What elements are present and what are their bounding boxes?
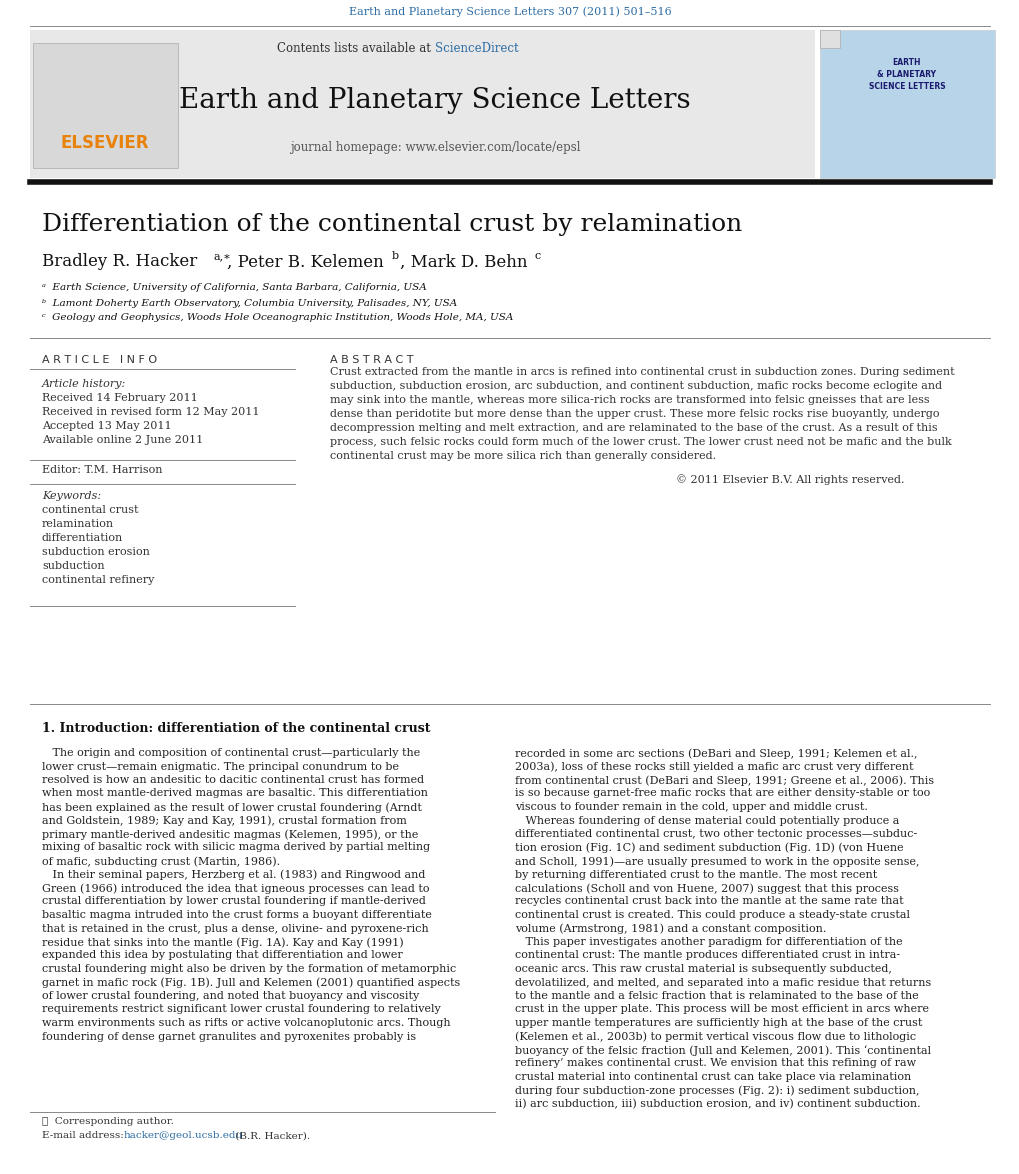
Text: ELSEVIER: ELSEVIER [61, 134, 149, 151]
Text: dense than peridotite but more dense than the upper crust. These more felsic roc: dense than peridotite but more dense tha… [330, 409, 938, 419]
Text: differentiated continental crust, two other tectonic processes—subduc-: differentiated continental crust, two ot… [515, 829, 916, 839]
Text: of lower crustal foundering, and noted that buoyancy and viscosity: of lower crustal foundering, and noted t… [42, 991, 419, 1001]
Text: subduction erosion: subduction erosion [42, 547, 150, 556]
Text: crustal differentiation by lower crustal foundering if mantle-derived: crustal differentiation by lower crustal… [42, 897, 426, 906]
Text: devolatilized, and melted, and separated into a mafic residue that returns: devolatilized, and melted, and separated… [515, 978, 930, 987]
Text: subduction, subduction erosion, arc subduction, and continent subduction, mafic : subduction, subduction erosion, arc subd… [330, 382, 942, 391]
Text: process, such felsic rocks could form much of the lower crust. The lower crust n: process, such felsic rocks could form mu… [330, 437, 951, 447]
Text: from continental crust (DeBari and Sleep, 1991; Greene et al., 2006). This: from continental crust (DeBari and Sleep… [515, 775, 933, 785]
Text: ★  Corresponding author.: ★ Corresponding author. [42, 1118, 173, 1127]
Bar [30, 31, 814, 178]
Text: This paper investigates another paradigm for differentiation of the: This paper investigates another paradigm… [515, 937, 902, 947]
Bar [33, 43, 178, 168]
Text: Crust extracted from the mantle in arcs is refined into continental crust in sub: Crust extracted from the mantle in arcs … [330, 367, 954, 377]
Text: (Kelemen et al., 2003b) to permit vertical viscous flow due to lithologic: (Kelemen et al., 2003b) to permit vertic… [515, 1032, 915, 1043]
Text: when most mantle-derived magmas are basaltic. This differentiation: when most mantle-derived magmas are basa… [42, 789, 428, 798]
Text: Differentiation of the continental crust by relamination: Differentiation of the continental crust… [42, 212, 742, 236]
Text: buoyancy of the felsic fraction (Jull and Kelemen, 2001). This ‘continental: buoyancy of the felsic fraction (Jull an… [515, 1045, 930, 1055]
Text: EARTH
& PLANETARY
SCIENCE LETTERS: EARTH & PLANETARY SCIENCE LETTERS [868, 58, 945, 90]
Text: foundering of dense garnet granulites and pyroxenites probably is: foundering of dense garnet granulites an… [42, 1032, 416, 1041]
Text: mixing of basaltic rock with silicic magma derived by partial melting: mixing of basaltic rock with silicic mag… [42, 843, 430, 852]
Text: E-mail address:: E-mail address: [42, 1132, 127, 1140]
Text: ᵃ  Earth Science, University of California, Santa Barbara, California, USA: ᵃ Earth Science, University of Californi… [42, 283, 426, 292]
Text: oceanic arcs. This raw crustal material is subsequently subducted,: oceanic arcs. This raw crustal material … [515, 964, 891, 974]
Text: decompression melting and melt extraction, and are relaminated to the base of th: decompression melting and melt extractio… [330, 423, 936, 433]
Text: crust in the upper plate. This process will be most efficient in arcs where: crust in the upper plate. This process w… [515, 1005, 928, 1014]
Text: requirements restrict significant lower crustal foundering to relatively: requirements restrict significant lower … [42, 1005, 440, 1014]
Text: to the mantle and a felsic fraction that is relaminated to the base of the: to the mantle and a felsic fraction that… [515, 991, 918, 1001]
Text: c: c [535, 251, 541, 261]
Text: Keywords:: Keywords: [42, 491, 101, 501]
Text: calculations (Scholl and von Huene, 2007) suggest that this process: calculations (Scholl and von Huene, 2007… [515, 883, 898, 893]
Text: Whereas foundering of dense material could potentially produce a: Whereas foundering of dense material cou… [515, 816, 899, 825]
Text: volume (Armstrong, 1981) and a constant composition.: volume (Armstrong, 1981) and a constant … [515, 924, 825, 935]
Text: journal homepage: www.elsevier.com/locate/epsl: journal homepage: www.elsevier.com/locat… [289, 142, 580, 155]
Text: hacker@geol.ucsb.edu: hacker@geol.ucsb.edu [124, 1132, 243, 1140]
Text: Accepted 13 May 2011: Accepted 13 May 2011 [42, 421, 171, 431]
Text: In their seminal papers, Herzberg et al. (1983) and Ringwood and: In their seminal papers, Herzberg et al.… [42, 870, 425, 880]
Text: recycles continental crust back into the mantle at the same rate that: recycles continental crust back into the… [515, 897, 903, 906]
Text: garnet in mafic rock (Fig. 1B). Jull and Kelemen (2001) quantified aspects: garnet in mafic rock (Fig. 1B). Jull and… [42, 978, 460, 989]
Text: Earth and Planetary Science Letters 307 (2011) 501–516: Earth and Planetary Science Letters 307 … [348, 7, 671, 18]
Text: b: b [391, 251, 398, 261]
Text: ᶜ  Geology and Geophysics, Woods Hole Oceanographic Institution, Woods Hole, MA,: ᶜ Geology and Geophysics, Woods Hole Oce… [42, 313, 513, 323]
Text: basaltic magma intruded into the crust forms a buoyant differentiate: basaltic magma intruded into the crust f… [42, 910, 431, 920]
Text: relamination: relamination [42, 519, 114, 529]
Text: Bradley R. Hacker: Bradley R. Hacker [42, 254, 203, 270]
Text: warm environments such as rifts or active volcanoplutonic arcs. Though: warm environments such as rifts or activ… [42, 1018, 450, 1028]
Text: Received 14 February 2011: Received 14 February 2011 [42, 393, 198, 403]
Text: may sink into the mantle, whereas more silica-rich rocks are transformed into fe: may sink into the mantle, whereas more s… [330, 394, 928, 405]
Text: a,∗: a,∗ [214, 251, 231, 261]
Text: of mafic, subducting crust (Martin, 1986).: of mafic, subducting crust (Martin, 1986… [42, 856, 280, 866]
Text: ᵇ  Lamont Doherty Earth Observatory, Columbia University, Palisades, NY, USA: ᵇ Lamont Doherty Earth Observatory, Colu… [42, 298, 457, 308]
Text: and Scholl, 1991)—are usually presumed to work in the opposite sense,: and Scholl, 1991)—are usually presumed t… [515, 856, 918, 866]
Text: The origin and composition of continental crust—particularly the: The origin and composition of continenta… [42, 748, 420, 758]
Text: A B S T R A C T: A B S T R A C T [330, 355, 413, 365]
Text: © 2011 Elsevier B.V. All rights reserved.: © 2011 Elsevier B.V. All rights reserved… [676, 474, 904, 485]
Text: ii) arc subduction, iii) subduction erosion, and iv) continent subduction.: ii) arc subduction, iii) subduction eros… [515, 1099, 920, 1109]
Text: resolved is how an andesitic to dacitic continental crust has formed: resolved is how an andesitic to dacitic … [42, 775, 424, 785]
Text: continental refinery: continental refinery [42, 575, 154, 585]
Text: A R T I C L E   I N F O: A R T I C L E I N F O [42, 355, 157, 365]
Text: crustal foundering might also be driven by the formation of metamorphic: crustal foundering might also be driven … [42, 964, 455, 974]
Text: expanded this idea by postulating that differentiation and lower: expanded this idea by postulating that d… [42, 951, 403, 960]
Text: that is retained in the crust, plus a dense, olivine- and pyroxene-rich: that is retained in the crust, plus a de… [42, 924, 428, 933]
Text: lower crust—remain enigmatic. The principal conundrum to be: lower crust—remain enigmatic. The princi… [42, 762, 398, 771]
Text: continental crust may be more silica rich than generally considered.: continental crust may be more silica ric… [330, 451, 715, 461]
Text: (B.R. Hacker).: (B.R. Hacker). [231, 1132, 310, 1140]
Text: 1. Introduction: differentiation of the continental crust: 1. Introduction: differentiation of the … [42, 722, 430, 735]
Text: subduction: subduction [42, 561, 105, 571]
Text: and Goldstein, 1989; Kay and Kay, 1991), crustal formation from: and Goldstein, 1989; Kay and Kay, 1991),… [42, 816, 407, 826]
Text: differentiation: differentiation [42, 533, 123, 544]
Text: Green (1966) introduced the idea that igneous processes can lead to: Green (1966) introduced the idea that ig… [42, 883, 429, 893]
Text: primary mantle-derived andesitic magmas (Kelemen, 1995), or the: primary mantle-derived andesitic magmas … [42, 829, 418, 839]
Text: ScienceDirect: ScienceDirect [434, 41, 518, 54]
Bar [819, 31, 840, 48]
Text: Contents lists available at: Contents lists available at [277, 41, 434, 54]
Text: continental crust: continental crust [42, 505, 139, 515]
Text: 2003a), loss of these rocks still yielded a mafic arc crust very different: 2003a), loss of these rocks still yielde… [515, 762, 913, 772]
Text: crustal material into continental crust can take place via relamination: crustal material into continental crust … [515, 1072, 910, 1082]
Text: viscous to founder remain in the cold, upper and middle crust.: viscous to founder remain in the cold, u… [515, 802, 867, 812]
Text: refinery’ makes continental crust. We envision that this refining of raw: refinery’ makes continental crust. We en… [515, 1059, 915, 1068]
Text: has been explained as the result of lower crustal foundering (Arndt: has been explained as the result of lowe… [42, 802, 422, 812]
Text: Available online 2 June 2011: Available online 2 June 2011 [42, 436, 203, 445]
Text: tion erosion (Fig. 1C) and sediment subduction (Fig. 1D) (von Huene: tion erosion (Fig. 1C) and sediment subd… [515, 843, 903, 853]
Text: continental crust: The mantle produces differentiated crust in intra-: continental crust: The mantle produces d… [515, 951, 899, 960]
Text: upper mantle temperatures are sufficiently high at the base of the crust: upper mantle temperatures are sufficient… [515, 1018, 921, 1028]
Text: , Peter B. Kelemen: , Peter B. Kelemen [227, 254, 388, 270]
Text: is so because garnet-free mafic rocks that are either density-stable or too: is so because garnet-free mafic rocks th… [515, 789, 929, 798]
Text: Earth and Planetary Science Letters: Earth and Planetary Science Letters [179, 87, 690, 114]
Text: Article history:: Article history: [42, 379, 126, 389]
Text: continental crust is created. This could produce a steady-state crustal: continental crust is created. This could… [515, 910, 909, 920]
Text: during four subduction-zone processes (Fig. 2): i) sediment subduction,: during four subduction-zone processes (F… [515, 1086, 918, 1097]
Text: recorded in some arc sections (DeBari and Sleep, 1991; Kelemen et al.,: recorded in some arc sections (DeBari an… [515, 748, 917, 758]
Bar [819, 31, 994, 178]
Text: Editor: T.M. Harrison: Editor: T.M. Harrison [42, 465, 162, 475]
Text: , Mark D. Behn: , Mark D. Behn [399, 254, 532, 270]
Text: Received in revised form 12 May 2011: Received in revised form 12 May 2011 [42, 407, 259, 417]
Text: residue that sinks into the mantle (Fig. 1A). Kay and Kay (1991): residue that sinks into the mantle (Fig.… [42, 937, 404, 947]
Text: by returning differentiated crust to the mantle. The most recent: by returning differentiated crust to the… [515, 870, 876, 879]
